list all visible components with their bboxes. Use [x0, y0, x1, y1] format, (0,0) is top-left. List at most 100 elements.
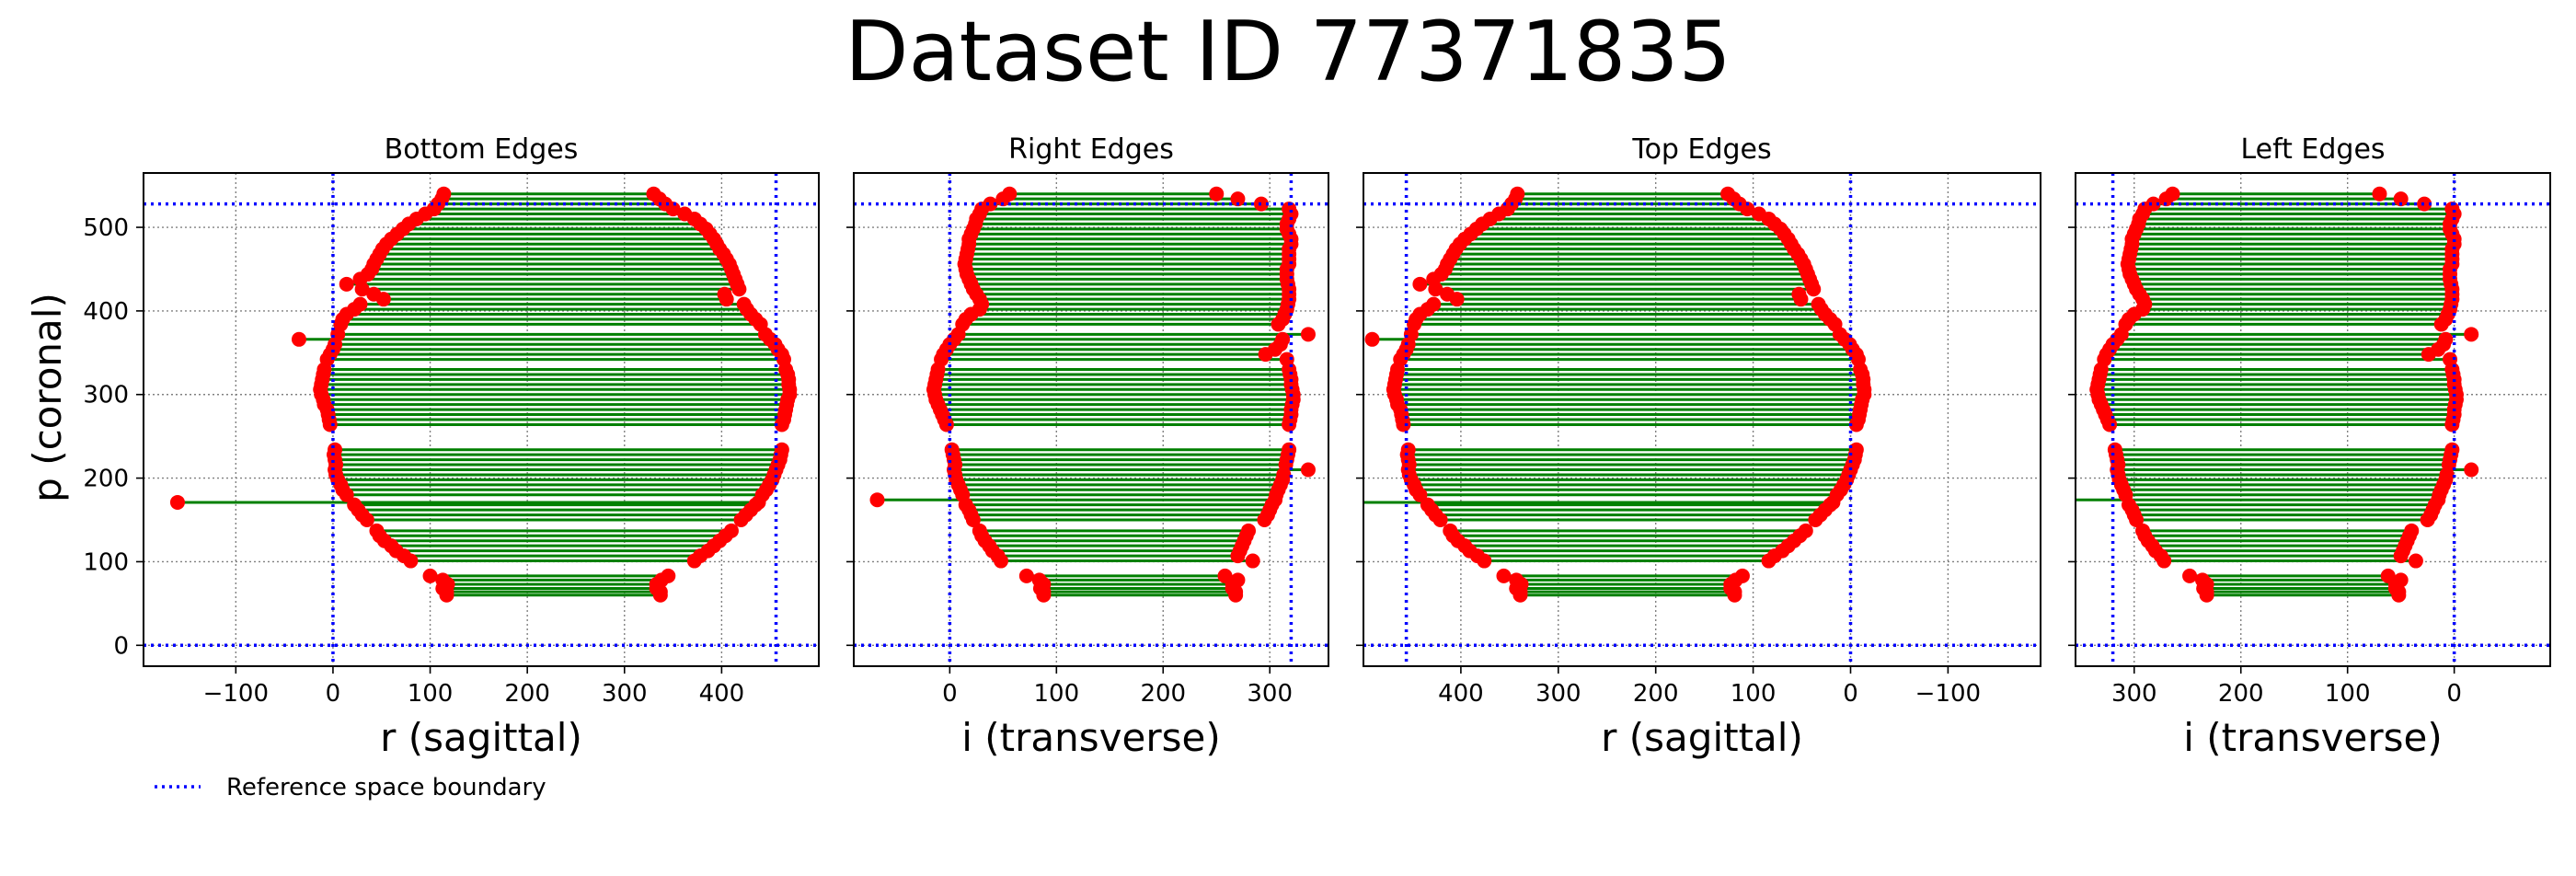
top-edges-edges: [1243, 186, 1872, 603]
top-edges-axes-frame: [1363, 172, 2041, 667]
right-edges-edge-point: [1230, 191, 1246, 207]
right-edges-edge-point: [1209, 186, 1225, 202]
bottom-edges-edge-point: [328, 442, 343, 457]
bottom-edges-x-tick-label: −100: [203, 680, 269, 708]
left-edges-edge-point: [2194, 572, 2210, 588]
bottom-edges-y-tick-label: 300: [83, 382, 129, 409]
bottom-edges-edge-point: [677, 206, 693, 222]
left-edges-edge-point: [2165, 186, 2180, 202]
top-edges-edge-point: [1496, 568, 1512, 583]
top-edges-edge-point: [1510, 186, 1525, 202]
right-edges-edge-point: [1275, 331, 1291, 347]
top-edges-title: Top Edges: [1631, 133, 1771, 166]
top-edges-edge-point: [1412, 276, 1428, 292]
top-edges-edge-point: [1848, 442, 1864, 457]
right-edges-edge-point: [1002, 186, 1018, 202]
bottom-edges-y-tick-label: 200: [83, 466, 129, 493]
right-edges-x-tick-label: 200: [1140, 680, 1186, 708]
top-edges-edge-point: [1440, 286, 1455, 302]
top-edges-edge-point: [1811, 296, 1826, 312]
right-edges-edge-point: [1241, 523, 1257, 538]
legend-boundary-label: Reference space boundary: [226, 774, 546, 801]
top-edges-edge-point: [1243, 495, 1258, 510]
top-edges-x-tick-label: 0: [1843, 680, 1858, 708]
left-edges-edge-point: [2444, 202, 2460, 217]
right-edges-x-tick-label: 300: [1247, 680, 1293, 708]
bottom-edges-edge-point: [422, 568, 438, 583]
left-edges-edge-point: [2182, 568, 2198, 583]
left-edges-edge-point: [2443, 352, 2458, 367]
top-edges-x-tick-label: 400: [1438, 680, 1484, 708]
top-edges-edge-point: [1798, 523, 1813, 538]
bottom-edges-edge-point: [369, 523, 385, 538]
right-edges-edge-point: [983, 196, 998, 212]
bottom-edges-edges: [169, 186, 798, 603]
bottom-edges-title: Bottom Edges: [385, 133, 579, 166]
right-edges-edge-point: [1300, 327, 1316, 342]
right-edges-edge-point: [972, 523, 987, 538]
bottom-edges-edge-point: [366, 286, 382, 302]
y-axis-label: p (coronal): [25, 293, 70, 502]
top-edges-edge-point: [1426, 296, 1442, 312]
top-edges-x-tick-label: 300: [1535, 680, 1581, 708]
bottom-edges-edge-point: [436, 186, 452, 202]
top-edges-edge-point: [1791, 286, 1807, 302]
bottom-edges-x-tick-label: 100: [408, 680, 454, 708]
left-edges-axes-frame: [2075, 172, 2551, 667]
right-edges-x-axis-label: i (transverse): [961, 715, 1220, 760]
bottom-edges-x-tick-label: 200: [504, 680, 550, 708]
top-edges-x-tick-label: 100: [1731, 680, 1777, 708]
bottom-edges-x-tick-label: 0: [326, 680, 341, 708]
left-edges-edge-point: [2464, 327, 2479, 342]
bottom-edges-edge-point: [435, 572, 451, 588]
left-edges-panel: 300 200 100 0 Left Edges i (transverse): [2068, 133, 2551, 760]
right-edges-x-tick-label: 0: [942, 680, 958, 708]
left-edges-x-tick-label: 300: [2111, 680, 2157, 708]
left-edges-edge-point: [2380, 568, 2396, 583]
left-edges-edge-point: [2107, 442, 2122, 457]
bottom-edges-edge-point: [347, 497, 362, 513]
right-edges-edge-point: [1245, 553, 1260, 569]
bottom-edges-panel: −100 0 100 200 300 400 0 100 200 300 400 500 Bottom …: [83, 133, 820, 760]
right-edges-edge-point: [1282, 442, 1297, 457]
bottom-edges-edge-point: [717, 286, 732, 302]
bottom-edges-x-tick-label: 400: [699, 680, 745, 708]
right-edges-edge-point: [1279, 352, 1294, 367]
right-edges-title: Right Edges: [1008, 133, 1174, 166]
bottom-edges-edge-point: [169, 494, 185, 510]
bottom-edges-edge-point: [661, 568, 676, 583]
top-edges-x-axis-label: r (sagittal): [1601, 715, 1803, 760]
right-edges-edge-point: [1217, 568, 1233, 583]
right-edges-edges: [869, 186, 1316, 603]
left-edges-edge-point: [2135, 523, 2151, 538]
right-edges-axes-frame: [853, 172, 1329, 667]
top-edges-edge-point: [1734, 568, 1750, 583]
bottom-edges-y-tick-label: 400: [83, 298, 129, 326]
subplot-panels: −100 0 100 200 300 400 0 100 200 300 400 500 Bottom …: [83, 133, 2551, 760]
left-edges-edge-point: [2408, 553, 2423, 569]
left-edges-x-axis-label: i (transverse): [2183, 715, 2442, 760]
left-edges-edge-point: [2417, 196, 2432, 212]
top-edges-edge-point: [1420, 497, 1435, 513]
bottom-edges-y-tick-label: 100: [83, 548, 129, 576]
left-edges-edge-point: [2404, 523, 2420, 538]
bottom-edges-edge-point: [723, 523, 739, 538]
right-edges-edge-point: [944, 442, 960, 457]
left-edges-edges: [2076, 186, 2479, 603]
left-edges-edge-point: [2393, 572, 2409, 588]
left-edges-edge-point: [2145, 196, 2161, 212]
bottom-edges-edge-point: [352, 296, 368, 312]
bottom-edges-edge-point: [736, 296, 752, 312]
left-edges-x-tick-label: 0: [2446, 680, 2462, 708]
left-edges-edge-point: [2438, 331, 2454, 347]
top-edges-edge-point: [1400, 442, 1416, 457]
bottom-edges-x-axis-label: r (sagittal): [380, 715, 582, 760]
right-edges-x-tick-label: 100: [1033, 680, 1079, 708]
left-edges-x-tick-label: 200: [2218, 680, 2264, 708]
right-edges-edge-point: [1230, 572, 1246, 588]
right-edges-panel: 0 100 200 300 Right Edges i (transverse): [846, 133, 1329, 760]
top-edges-edge-point: [1364, 331, 1380, 347]
right-edges-edge-point: [869, 492, 885, 508]
bottom-edges-y-tick-label: 0: [113, 632, 129, 660]
right-edges-edge-point: [1018, 568, 1034, 583]
